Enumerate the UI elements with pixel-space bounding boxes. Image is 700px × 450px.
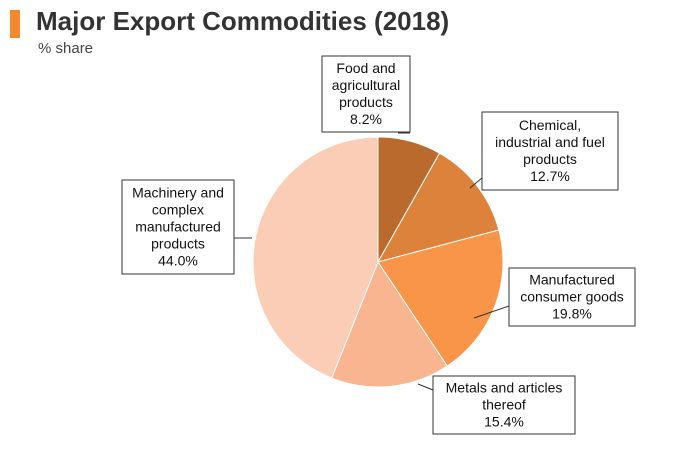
slice-label-text: Machinery and xyxy=(132,185,224,201)
slice-label-box-1 xyxy=(481,111,619,191)
slice-label-text: industrial and fuel xyxy=(495,134,605,150)
pie-slice-3 xyxy=(331,260,448,388)
chart-subtitle: % share xyxy=(38,40,94,57)
slice-label-text: products xyxy=(151,236,205,252)
slice-label-text: 12.7% xyxy=(530,168,570,184)
slice-label-text: consumer goods xyxy=(520,289,624,305)
slice-label-text: 19.8% xyxy=(552,306,592,322)
slice-label-text: products xyxy=(523,151,577,167)
title-accent-bar xyxy=(10,10,20,38)
slice-label-box-3 xyxy=(432,375,576,435)
pie-slice-1 xyxy=(376,152,500,263)
chart-title: Major Export Commodities (2018) xyxy=(36,6,450,36)
slice-label-text: Chemical, xyxy=(519,117,581,133)
slice-label-pointer-3 xyxy=(417,383,434,391)
slice-label-text: Manufactured xyxy=(529,272,615,288)
slice-label-text: 8.2% xyxy=(350,111,382,127)
slice-label-text: products xyxy=(339,94,393,110)
slice-label-box-0 xyxy=(321,55,411,133)
slice-label-text: manufactured xyxy=(135,219,221,235)
slice-label-4: Machinery andcomplexmanufacturedproducts… xyxy=(121,179,252,275)
slice-label-text: Metals and articles xyxy=(446,380,563,396)
slice-label-pointer-2 xyxy=(473,305,510,319)
slice-label-1: Chemical,industrial and fuelproducts12.7… xyxy=(469,111,619,191)
pie-slice-4 xyxy=(252,136,379,379)
slice-label-text: Food and xyxy=(336,60,395,76)
slice-label-pointer-1 xyxy=(469,177,483,189)
slice-label-text: agricultural xyxy=(332,77,400,93)
slice-label-box-2 xyxy=(508,267,636,327)
pie-slice-2 xyxy=(377,229,504,367)
slice-label-text: 44.0% xyxy=(158,253,198,269)
slice-label-text: complex xyxy=(152,202,204,218)
slice-label-box-4 xyxy=(121,179,235,275)
pie-slices xyxy=(252,136,504,388)
slice-label-text: 15.4% xyxy=(484,414,524,430)
slice-label-text: thereof xyxy=(482,397,526,413)
